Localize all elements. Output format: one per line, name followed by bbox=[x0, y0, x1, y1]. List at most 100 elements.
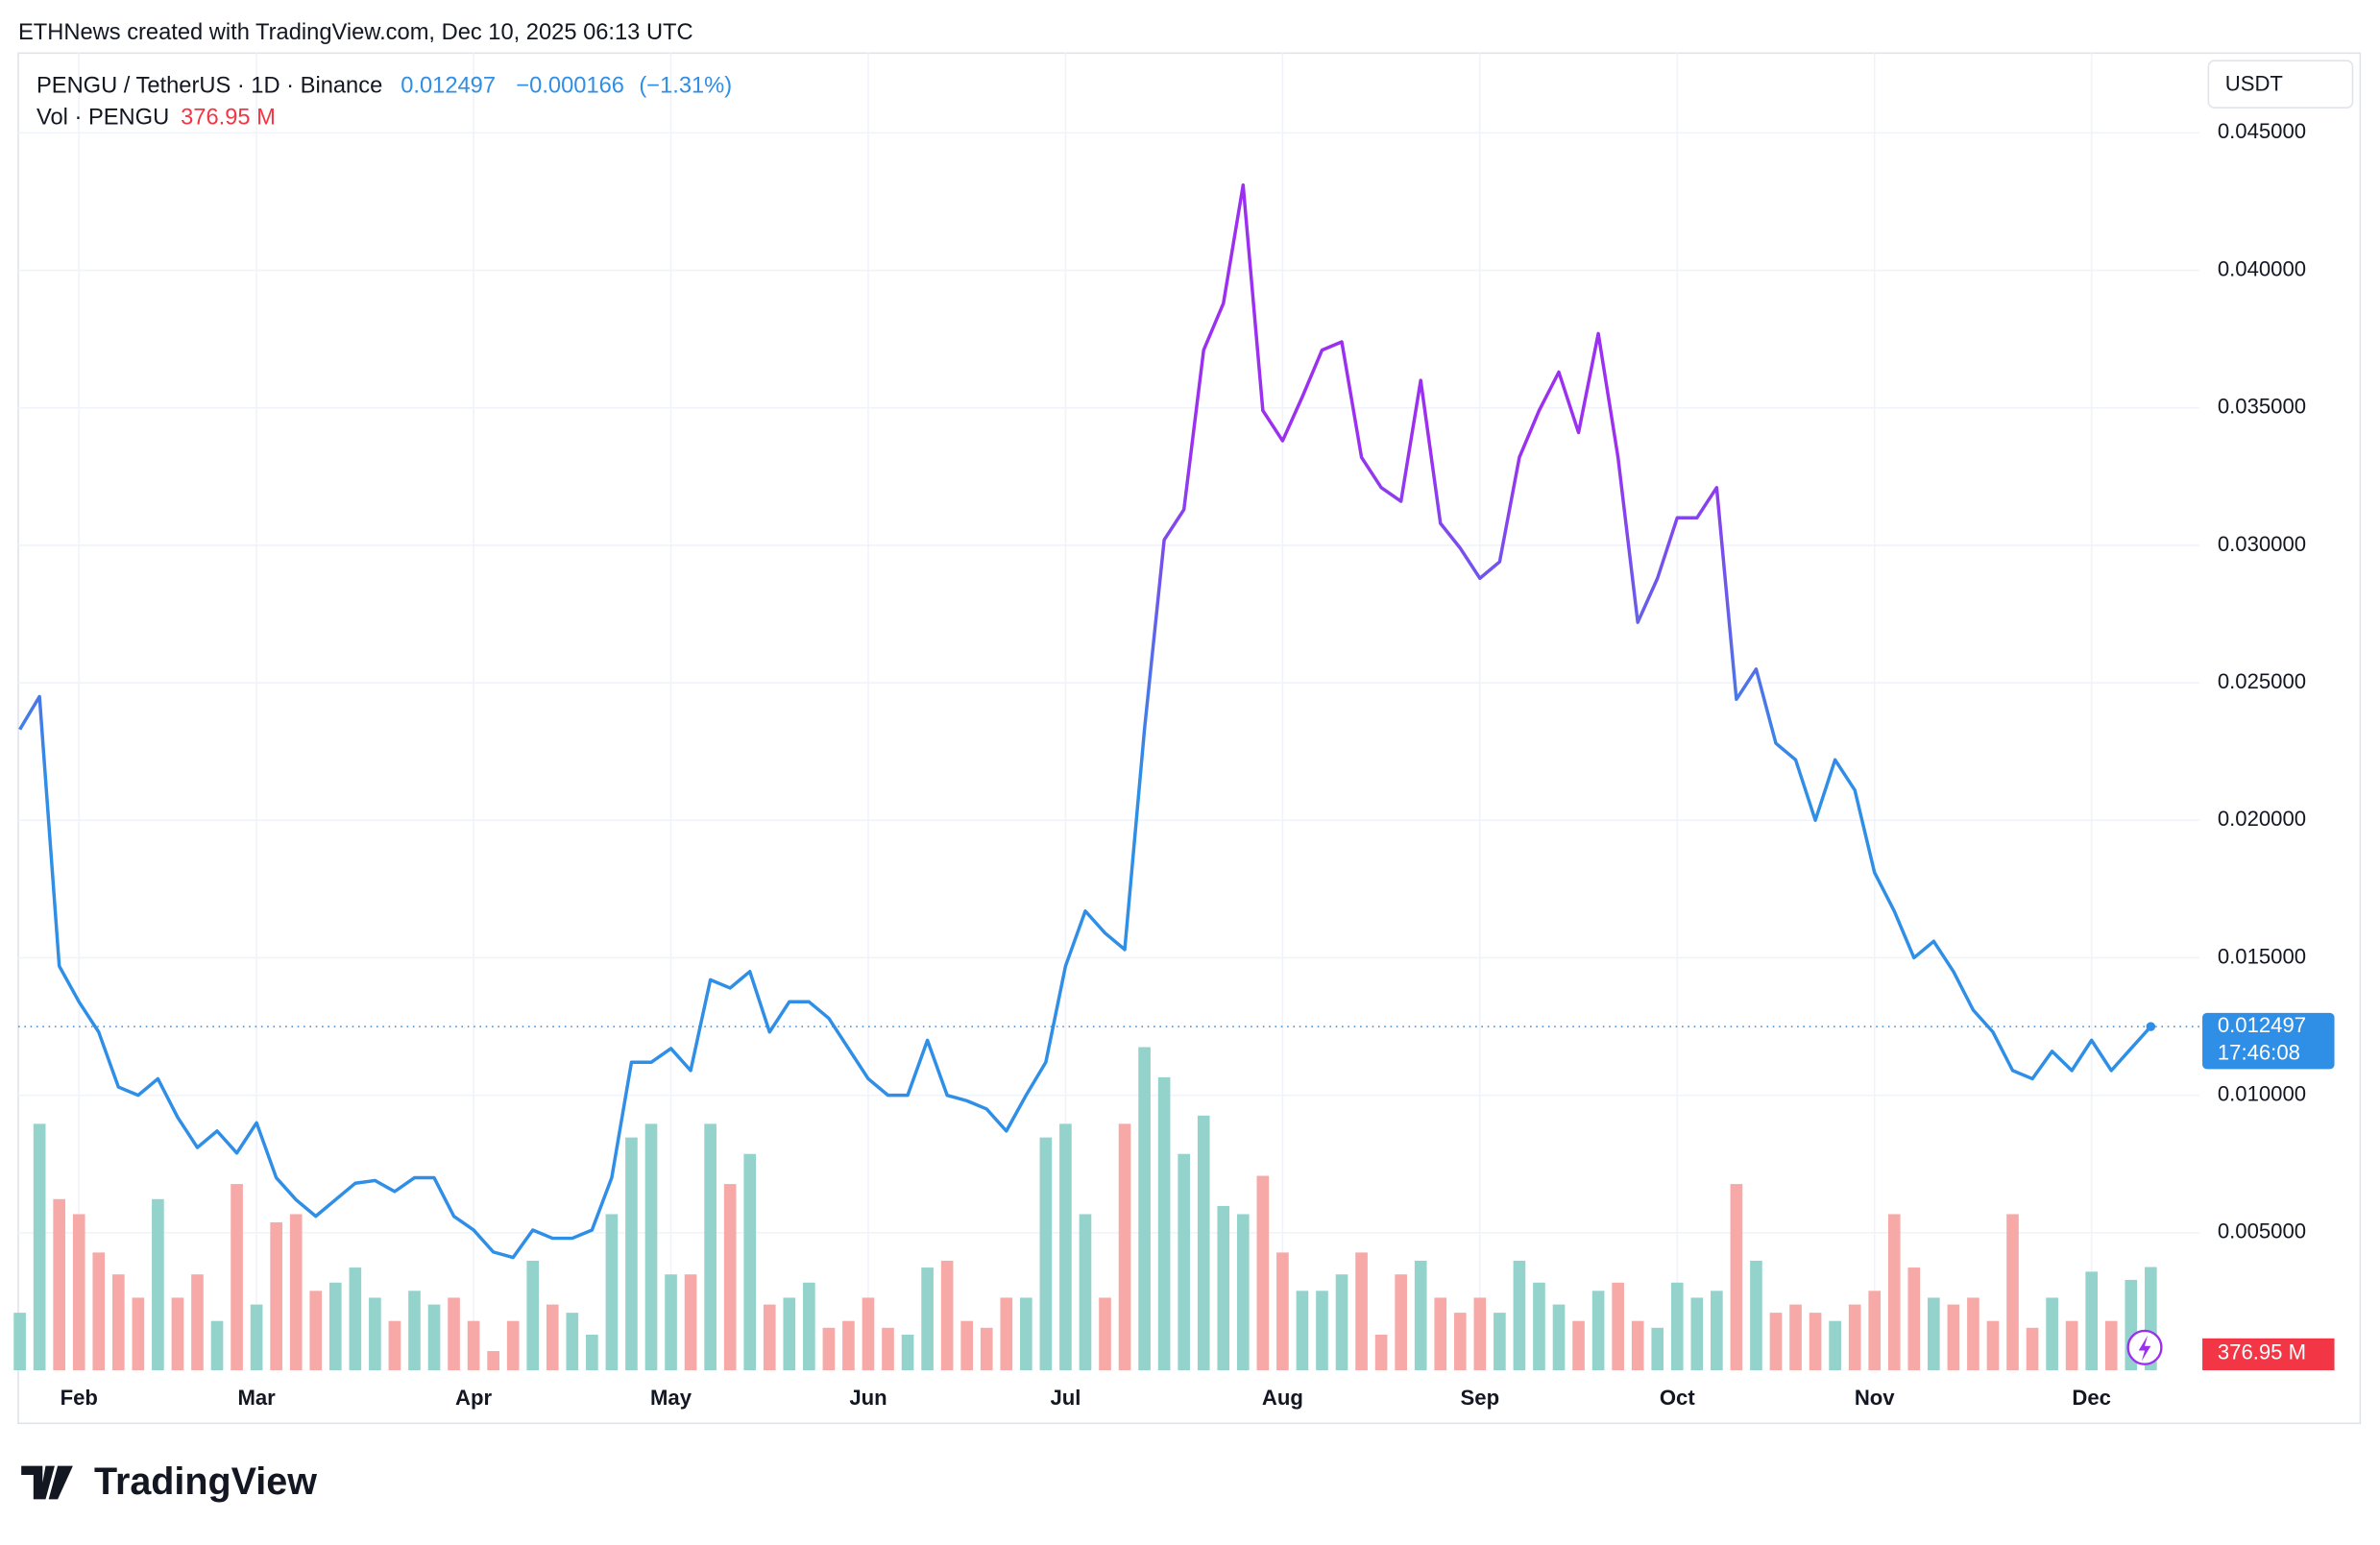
volume-bar bbox=[684, 1274, 697, 1371]
volume-bar bbox=[1020, 1297, 1032, 1371]
price-badge-value: 0.012497 bbox=[2218, 1013, 2306, 1037]
volume-bar bbox=[1552, 1304, 1566, 1371]
volume-bar bbox=[822, 1327, 836, 1371]
volume bbox=[13, 1047, 2157, 1371]
volume-bar bbox=[1473, 1297, 1487, 1371]
volume-bar bbox=[1947, 1304, 1960, 1371]
volume-bar bbox=[1296, 1291, 1309, 1371]
volume-bar bbox=[1612, 1282, 1624, 1371]
y-tick-label: 0.005000 bbox=[2218, 1219, 2306, 1243]
volume-bar bbox=[2085, 1271, 2099, 1371]
volume-bar bbox=[1670, 1282, 1684, 1371]
volume-bar bbox=[1631, 1320, 1644, 1371]
volume-bar bbox=[644, 1123, 658, 1371]
price-badge bbox=[2202, 1012, 2335, 1070]
volume-bar bbox=[250, 1304, 263, 1371]
alert-bolt bbox=[2138, 1335, 2151, 1362]
volume-last: 376.95 M bbox=[181, 106, 276, 131]
volume-bar bbox=[1572, 1320, 1585, 1371]
volume-bar bbox=[665, 1274, 677, 1371]
x-tick-label: Feb bbox=[61, 1386, 98, 1410]
volume-bar bbox=[921, 1267, 934, 1371]
volume-bar bbox=[467, 1320, 480, 1371]
x-tick-label: Jun bbox=[849, 1386, 886, 1410]
volume-bar bbox=[1079, 1214, 1092, 1371]
volume-bar bbox=[2104, 1320, 2118, 1371]
volume-bar bbox=[1197, 1115, 1210, 1371]
volume-bar bbox=[309, 1291, 323, 1371]
volume-bar bbox=[1986, 1320, 2000, 1371]
volume-bar bbox=[1769, 1313, 1783, 1371]
volume-bar bbox=[566, 1313, 579, 1371]
volume-bar bbox=[328, 1282, 342, 1371]
volume-bar bbox=[1928, 1297, 1940, 1371]
volume-bar bbox=[1591, 1291, 1605, 1371]
currency-box[interactable] bbox=[2207, 60, 2354, 109]
volume-bar bbox=[546, 1304, 559, 1371]
volume-bar bbox=[1256, 1175, 1270, 1371]
volume-bar bbox=[803, 1282, 815, 1371]
volume-bar bbox=[1453, 1313, 1467, 1371]
volume-bar bbox=[1730, 1184, 1743, 1371]
volume-badge-value: 376.95 M bbox=[2218, 1340, 2306, 1364]
y-tick-label: 0.020000 bbox=[2218, 807, 2306, 831]
chart-frame bbox=[17, 52, 2362, 1425]
volume-bar bbox=[842, 1320, 855, 1371]
volume-bar bbox=[1374, 1334, 1388, 1371]
volume-bar bbox=[152, 1198, 164, 1371]
volume-bar bbox=[980, 1327, 993, 1371]
volume-name: Vol · PENGU bbox=[36, 106, 169, 131]
volume-bar bbox=[901, 1334, 914, 1371]
volume-bar bbox=[2065, 1320, 2078, 1371]
volume-bar bbox=[171, 1297, 184, 1371]
last-point bbox=[2146, 1022, 2156, 1031]
volume-bar bbox=[1690, 1297, 1704, 1371]
volume-bar bbox=[723, 1184, 737, 1371]
volume-bar bbox=[1967, 1297, 1979, 1371]
x-tick-label: Nov bbox=[1855, 1386, 1895, 1410]
volume-bar bbox=[1276, 1252, 1289, 1371]
volume-bar bbox=[487, 1351, 499, 1371]
volume-bar bbox=[625, 1137, 638, 1371]
y-tick-label: 0.030000 bbox=[2218, 532, 2306, 556]
volume-bar bbox=[1355, 1252, 1368, 1371]
volume-bar bbox=[1513, 1260, 1526, 1371]
x-tick-label: Sep bbox=[1461, 1386, 1500, 1410]
volume-bar bbox=[270, 1222, 282, 1371]
volume-bar bbox=[231, 1184, 243, 1371]
volume-bar bbox=[1809, 1313, 1822, 1371]
y-tick-label: 0.035000 bbox=[2218, 395, 2306, 419]
volume-bar bbox=[586, 1334, 598, 1371]
volume-bar bbox=[448, 1297, 460, 1371]
volume-bar bbox=[763, 1304, 776, 1371]
volume-bar bbox=[92, 1252, 106, 1371]
price-line bbox=[18, 183, 2152, 1260]
volume-bar bbox=[960, 1320, 974, 1371]
grid bbox=[18, 53, 2199, 1371]
x-tick-label: Jul bbox=[1050, 1386, 1081, 1410]
x-tick-label: Dec bbox=[2072, 1386, 2111, 1410]
volume-bar bbox=[1395, 1274, 1407, 1371]
volume-bar bbox=[1217, 1205, 1230, 1371]
volume-bar bbox=[1039, 1137, 1053, 1371]
volume-bar bbox=[704, 1123, 716, 1371]
volume-bar bbox=[1000, 1297, 1013, 1371]
volume-bar bbox=[1178, 1153, 1190, 1371]
volume-bar bbox=[1059, 1123, 1072, 1371]
volume-bar bbox=[191, 1274, 204, 1371]
x-tick-label: Aug bbox=[1262, 1386, 1303, 1410]
countdown: 17:46:08 bbox=[2218, 1040, 2300, 1064]
volume-bar bbox=[1335, 1274, 1348, 1371]
x-tick-label: Mar bbox=[237, 1386, 276, 1410]
currency[interactable]: USDT bbox=[2225, 71, 2283, 95]
volume-bar bbox=[1138, 1047, 1151, 1371]
volume-bar bbox=[2046, 1297, 2058, 1371]
volume-bar bbox=[2006, 1214, 2019, 1371]
volume-bar bbox=[1868, 1291, 1882, 1371]
volume-bar bbox=[940, 1260, 954, 1371]
volume-bar bbox=[427, 1304, 441, 1371]
y-tick-label: 0.040000 bbox=[2218, 256, 2306, 280]
volume-bar bbox=[1750, 1260, 1762, 1371]
